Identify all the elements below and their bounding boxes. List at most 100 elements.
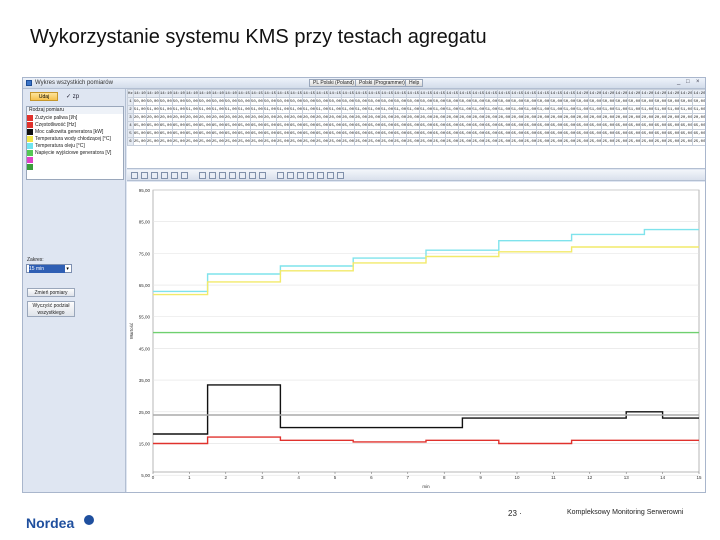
grid-time-cell[interactable]: 14:15 bbox=[549, 89, 564, 98]
grid-value-cell[interactable]: 65,00 bbox=[588, 129, 603, 138]
grid-value-cell[interactable]: 20,00 bbox=[458, 113, 473, 122]
pan-icon[interactable] bbox=[229, 172, 236, 179]
grid-value-cell[interactable]: 20,00 bbox=[432, 113, 447, 122]
grid-value-cell[interactable]: 51,00 bbox=[210, 105, 225, 114]
grid-value-cell[interactable]: 20,00 bbox=[354, 113, 369, 122]
table-icon[interactable] bbox=[307, 172, 314, 179]
grid-value-cell[interactable]: 65,00 bbox=[171, 121, 186, 130]
grid-value-cell[interactable]: 51,00 bbox=[249, 105, 264, 114]
grid-value-cell[interactable]: 50,00 bbox=[171, 97, 186, 106]
grid-value-cell[interactable]: 65,00 bbox=[614, 129, 629, 138]
grid-icon[interactable] bbox=[199, 172, 206, 179]
table-row[interactable]: 2 51,00 51,00 51,00 51,00 51,00 51,00 51,00 51,0… bbox=[127, 105, 705, 114]
grid-value-cell[interactable]: 65,00 bbox=[341, 121, 356, 130]
grid-value-cell[interactable]: 65,00 bbox=[158, 121, 173, 130]
grid-value-cell[interactable]: 65,00 bbox=[354, 129, 369, 138]
grid-value-cell[interactable]: 25,00 bbox=[236, 137, 251, 146]
grid-value-cell[interactable]: 51,00 bbox=[484, 105, 499, 114]
grid-value-cell[interactable]: 51,00 bbox=[145, 105, 160, 114]
grid-value-cell[interactable]: 65,00 bbox=[210, 121, 225, 130]
grid-value-cell[interactable]: 50,00 bbox=[354, 97, 369, 106]
grid-value-cell[interactable]: 51,00 bbox=[341, 105, 356, 114]
chevron-down-icon[interactable]: ▾ bbox=[66, 266, 69, 272]
grid-value-cell[interactable]: 65,00 bbox=[562, 129, 577, 138]
grid-time-cell[interactable]: 14:20 bbox=[588, 89, 603, 98]
grid-value-cell[interactable]: 20,00 bbox=[484, 113, 499, 122]
grid-value-cell[interactable]: 51,00 bbox=[367, 105, 382, 114]
grid-time-cell[interactable]: 14:15 bbox=[432, 89, 447, 98]
grid-value-cell[interactable]: 25,00 bbox=[666, 137, 681, 146]
grid-value-cell[interactable]: 65,00 bbox=[627, 129, 642, 138]
grid-value-cell[interactable]: 65,00 bbox=[145, 129, 160, 138]
grid-value-cell[interactable]: 51,00 bbox=[158, 105, 173, 114]
grid-value-cell[interactable]: 20,00 bbox=[523, 113, 538, 122]
grid-value-cell[interactable]: 65,00 bbox=[614, 121, 629, 130]
grid-value-cell[interactable]: 51,00 bbox=[445, 105, 460, 114]
grid-value-cell[interactable]: 65,00 bbox=[262, 129, 277, 138]
grid-value-cell[interactable]: 51,00 bbox=[471, 105, 486, 114]
grid-value-cell[interactable]: 65,00 bbox=[145, 121, 160, 130]
grid-value-cell[interactable]: 65,00 bbox=[575, 129, 590, 138]
grid-value-cell[interactable]: 50,00 bbox=[210, 97, 225, 106]
grid-value-cell[interactable]: 50,00 bbox=[432, 97, 447, 106]
grid-value-cell[interactable]: 50,00 bbox=[679, 97, 694, 106]
grid-time-cell[interactable]: 14:20 bbox=[679, 89, 694, 98]
grid-time-cell[interactable]: 14:20 bbox=[653, 89, 668, 98]
grid-value-cell[interactable]: 51,00 bbox=[679, 105, 694, 114]
grid-value-cell[interactable]: 65,00 bbox=[171, 129, 186, 138]
grid-time-cell[interactable]: 14:15 bbox=[236, 89, 251, 98]
grid-time-cell[interactable]: 14:10 bbox=[223, 89, 238, 98]
grid-value-cell[interactable]: 65,00 bbox=[601, 129, 616, 138]
grid-value-cell[interactable]: 50,00 bbox=[341, 97, 356, 106]
grid-value-cell[interactable]: 65,00 bbox=[236, 121, 251, 130]
grid-value-cell[interactable]: 65,00 bbox=[484, 121, 499, 130]
grid-value-cell[interactable]: 65,00 bbox=[367, 121, 382, 130]
grid-value-cell[interactable]: 25,00 bbox=[653, 137, 668, 146]
open-icon[interactable] bbox=[131, 172, 138, 179]
grid-value-cell[interactable]: 20,00 bbox=[666, 113, 681, 122]
grid-value-cell[interactable]: 65,00 bbox=[536, 129, 551, 138]
grid-value-cell[interactable]: 50,00 bbox=[497, 97, 512, 106]
grid-time-cell[interactable]: 14:15 bbox=[562, 89, 577, 98]
grid-value-cell[interactable]: 65,00 bbox=[184, 129, 199, 138]
grid-value-cell[interactable]: 25,00 bbox=[354, 137, 369, 146]
grid-value-cell[interactable]: 25,00 bbox=[184, 137, 199, 146]
grid-time-cell[interactable]: 14:10 bbox=[210, 89, 225, 98]
minimize-icon[interactable]: _ bbox=[677, 79, 681, 85]
grid-value-cell[interactable]: 20,00 bbox=[236, 113, 251, 122]
grid-value-cell[interactable]: 65,00 bbox=[445, 129, 460, 138]
grid-value-cell[interactable]: 50,00 bbox=[249, 97, 264, 106]
grid-value-cell[interactable]: 25,00 bbox=[262, 137, 277, 146]
grid-time-cell[interactable]: 14:15 bbox=[275, 89, 291, 98]
grid-value-cell[interactable]: 51,00 bbox=[640, 105, 655, 114]
grid-value-cell[interactable]: 50,00 bbox=[275, 97, 291, 106]
chart-type-icon[interactable] bbox=[277, 172, 284, 179]
grid-time-cell[interactable]: 14:15 bbox=[354, 89, 369, 98]
grid-time-cell[interactable]: 14:15 bbox=[536, 89, 551, 98]
grid-value-cell[interactable]: 50,00 bbox=[653, 97, 668, 106]
grid-value-cell[interactable]: 50,00 bbox=[132, 97, 147, 106]
grid-value-cell[interactable]: 20,00 bbox=[588, 113, 603, 122]
grid-value-cell[interactable]: 20,00 bbox=[510, 113, 525, 122]
grid-value-cell[interactable]: 25,00 bbox=[549, 137, 564, 146]
grid-value-cell[interactable]: 20,00 bbox=[380, 113, 395, 122]
close-icon[interactable]: × bbox=[696, 79, 700, 85]
grid-time-cell[interactable]: 14:15 bbox=[471, 89, 486, 98]
grid-value-cell[interactable]: 65,00 bbox=[471, 121, 486, 130]
grid-value-cell[interactable]: 51,00 bbox=[262, 105, 277, 114]
grid-value-cell[interactable]: 51,00 bbox=[197, 105, 212, 114]
grid-value-cell[interactable]: 50,00 bbox=[692, 97, 706, 106]
grid-value-cell[interactable]: 51,00 bbox=[380, 105, 395, 114]
grid-value-cell[interactable]: 51,00 bbox=[510, 105, 525, 114]
grid-value-cell[interactable]: 51,00 bbox=[171, 105, 186, 114]
grid-value-cell[interactable]: 65,00 bbox=[497, 129, 512, 138]
grid-value-cell[interactable]: 51,00 bbox=[601, 105, 616, 114]
grid-value-cell[interactable]: 65,00 bbox=[497, 121, 512, 130]
grid-value-cell[interactable]: 20,00 bbox=[393, 113, 408, 122]
zoom-icon[interactable] bbox=[219, 172, 226, 179]
grid-value-cell[interactable]: 51,00 bbox=[627, 105, 642, 114]
grid-value-cell[interactable]: 65,00 bbox=[484, 129, 499, 138]
grid-value-cell[interactable]: 51,00 bbox=[315, 105, 330, 114]
grid-value-cell[interactable]: 50,00 bbox=[315, 97, 330, 106]
grid-value-cell[interactable]: 65,00 bbox=[627, 121, 642, 130]
